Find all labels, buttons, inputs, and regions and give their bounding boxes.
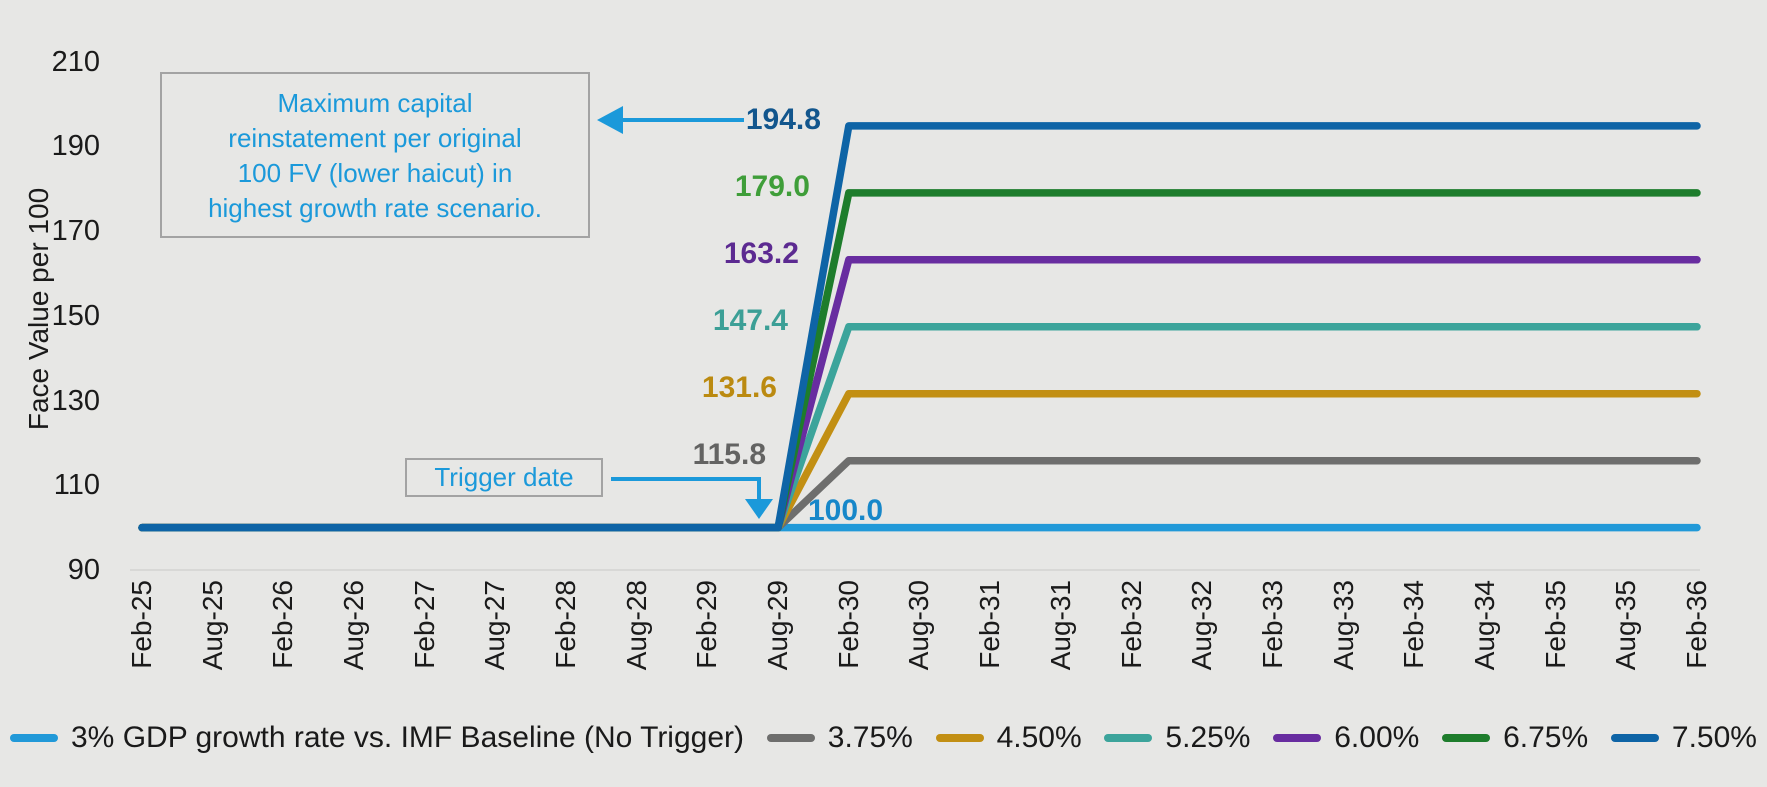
x-tick-Feb-31: Feb-31 — [974, 580, 1006, 669]
x-tick-Feb-32: Feb-32 — [1115, 580, 1147, 669]
x-tick-Aug-34: Aug-34 — [1468, 580, 1500, 671]
trigger-arrow — [611, 477, 773, 519]
y-tick-130: 130 — [51, 384, 100, 417]
x-tick-Aug-28: Aug-28 — [620, 580, 652, 671]
data-label-100.0: 100.0 — [808, 494, 884, 527]
x-tick-Feb-36: Feb-36 — [1680, 580, 1712, 669]
x-tick-Aug-32: Aug-32 — [1186, 580, 1218, 671]
y-tick-150: 150 — [51, 299, 100, 332]
x-tick-Aug-31: Aug-31 — [1044, 580, 1076, 671]
legend-item-6: 7.50% — [1610, 721, 1757, 755]
x-tick-Aug-29: Aug-29 — [762, 580, 794, 671]
trigger-arrow-head — [745, 499, 773, 519]
data-label-115.8: 115.8 — [692, 437, 767, 471]
annotation-line-3: 100 FV (lower haicut) in — [237, 158, 513, 188]
y-tick-110: 110 — [53, 469, 100, 502]
trigger-date-annotation-box: Trigger date — [405, 458, 603, 497]
legend-item-4: 6.00% — [1273, 721, 1419, 755]
trigger-arrow-shaft — [611, 477, 761, 500]
x-tick-Feb-29: Feb-29 — [691, 580, 723, 669]
max-capital-arrow — [597, 106, 744, 134]
data-label-131.6: 131.6 — [701, 370, 777, 404]
y-tick-190: 190 — [51, 130, 100, 163]
data-label-163.2: 163.2 — [723, 236, 799, 270]
annotation-line-2: reinstatement per original — [228, 123, 522, 153]
x-tick-Aug-30: Aug-30 — [903, 580, 935, 671]
legend-item-5: 6.75% — [1442, 721, 1588, 755]
y-tick-90: 90 — [67, 554, 100, 586]
series-lines — [138, 122, 1701, 532]
x-tick-Feb-28: Feb-28 — [550, 580, 582, 669]
legend-item-0: 3% GDP growth rate vs. IMF Baseline (No … — [10, 721, 744, 755]
legend-label: 4.50% — [996, 721, 1082, 754]
trigger-date-label: Trigger date — [434, 462, 574, 492]
legend-label: 6.75% — [1503, 721, 1589, 754]
legend-label: 7.50% — [1671, 721, 1757, 754]
legend-label: 3% GDP growth rate vs. IMF Baseline (No … — [71, 721, 745, 754]
legend-label: 3.75% — [827, 721, 913, 754]
x-tick-Feb-26: Feb-26 — [267, 580, 299, 669]
annotation-line-1: Maximum capital — [277, 88, 473, 118]
x-tick-Feb-34: Feb-34 — [1398, 580, 1430, 669]
legend-dash-icon — [766, 734, 815, 742]
x-tick-Aug-27: Aug-27 — [479, 580, 511, 671]
x-tick-Feb-27: Feb-27 — [408, 580, 440, 669]
legend-label: 5.25% — [1165, 721, 1251, 754]
series-line-6 — [138, 122, 1701, 532]
y-tick-210: 210 — [51, 45, 100, 78]
max-capital-arrow-head — [597, 106, 623, 134]
legend-item-1: 3.75% — [766, 721, 913, 755]
x-tick-Feb-30: Feb-30 — [832, 580, 864, 669]
legend-dash-icon — [1273, 734, 1322, 742]
x-tick-Aug-35: Aug-35 — [1610, 580, 1642, 671]
x-tick-Feb-35: Feb-35 — [1539, 580, 1571, 669]
annotation-line-4: highest growth rate scenario. — [208, 193, 542, 223]
data-label-194.8: 194.8 — [745, 102, 821, 136]
y-tick-170: 170 — [51, 215, 100, 247]
data-label-179.0: 179.0 — [734, 169, 810, 203]
legend-dash-icon — [1442, 734, 1491, 742]
legend-item-3: 5.25% — [1104, 721, 1251, 755]
x-tick-Aug-33: Aug-33 — [1327, 580, 1359, 671]
max-capital-annotation-box: Maximum capital reinstatement per origin… — [160, 72, 590, 238]
legend-dash-icon — [10, 734, 58, 742]
legend-label: 6.00% — [1334, 721, 1420, 754]
data-label-147.4: 147.4 — [712, 303, 788, 337]
x-tick-Aug-26: Aug-26 — [338, 580, 370, 671]
series-line-5 — [138, 189, 1701, 532]
legend-dash-icon — [1104, 734, 1153, 742]
x-tick-Feb-25: Feb-25 — [126, 580, 157, 669]
legend-dash-icon — [935, 734, 984, 742]
x-tick-Feb-33: Feb-33 — [1256, 580, 1288, 669]
legend-dash-icon — [1610, 734, 1659, 742]
legend-item-2: 4.50% — [935, 721, 1082, 755]
x-tick-Aug-25: Aug-25 — [196, 580, 228, 671]
legend: 3% GDP growth rate vs. IMF Baseline (No … — [0, 714, 1767, 762]
